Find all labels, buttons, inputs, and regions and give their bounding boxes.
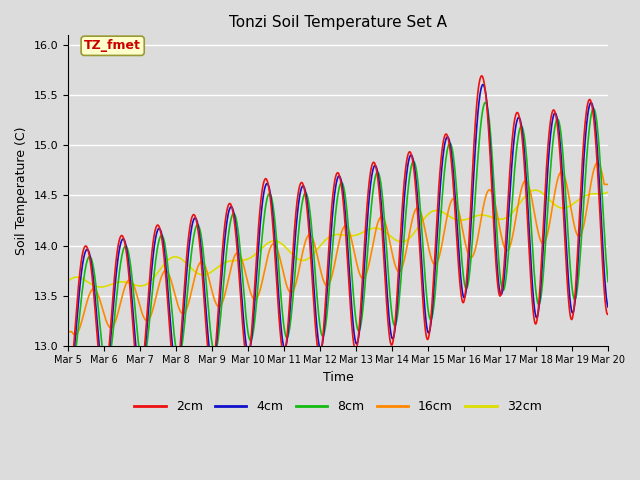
32cm — [541, 192, 548, 198]
8cm — [185, 279, 193, 285]
4cm — [245, 349, 253, 355]
4cm — [604, 304, 612, 310]
2cm — [540, 205, 548, 211]
2cm — [422, 329, 429, 335]
8cm — [67, 370, 74, 375]
2cm — [477, 73, 485, 79]
16cm — [540, 240, 548, 246]
16cm — [245, 284, 253, 289]
4cm — [185, 250, 193, 255]
8cm — [64, 362, 72, 368]
16cm — [185, 300, 193, 306]
Text: TZ_fmet: TZ_fmet — [84, 39, 141, 52]
32cm — [493, 216, 500, 222]
Line: 2cm: 2cm — [68, 76, 608, 391]
2cm — [604, 311, 612, 317]
32cm — [185, 263, 193, 268]
16cm — [493, 208, 500, 214]
4cm — [172, 364, 179, 370]
8cm — [422, 286, 430, 292]
Line: 16cm: 16cm — [68, 163, 608, 335]
32cm — [604, 189, 612, 195]
8cm — [481, 99, 489, 105]
4cm — [479, 82, 487, 87]
Y-axis label: Soil Temperature (C): Soil Temperature (C) — [15, 126, 28, 255]
32cm — [64, 278, 72, 284]
32cm — [531, 187, 539, 193]
2cm — [244, 354, 252, 360]
32cm — [172, 254, 179, 260]
4cm — [493, 261, 500, 266]
16cm — [64, 329, 72, 335]
16cm — [71, 332, 79, 337]
16cm — [604, 181, 612, 187]
8cm — [245, 334, 253, 340]
4cm — [64, 382, 72, 387]
Legend: 2cm, 4cm, 8cm, 16cm, 32cm: 2cm, 4cm, 8cm, 16cm, 32cm — [129, 396, 547, 418]
8cm — [493, 232, 500, 238]
Line: 8cm: 8cm — [68, 102, 608, 372]
32cm — [97, 284, 104, 290]
2cm — [493, 269, 500, 275]
32cm — [422, 214, 430, 219]
2cm — [171, 372, 179, 378]
16cm — [422, 232, 430, 238]
Line: 32cm: 32cm — [68, 190, 608, 287]
2cm — [184, 238, 192, 244]
32cm — [245, 256, 253, 262]
8cm — [172, 341, 179, 347]
Title: Tonzi Soil Temperature Set A: Tonzi Soil Temperature Set A — [229, 15, 447, 30]
16cm — [594, 160, 602, 166]
8cm — [541, 254, 548, 260]
4cm — [422, 318, 430, 324]
4cm — [541, 220, 548, 226]
16cm — [172, 293, 179, 299]
8cm — [604, 279, 612, 285]
Line: 4cm: 4cm — [68, 84, 608, 385]
4cm — [65, 382, 72, 388]
X-axis label: Time: Time — [323, 371, 353, 384]
2cm — [64, 388, 72, 394]
